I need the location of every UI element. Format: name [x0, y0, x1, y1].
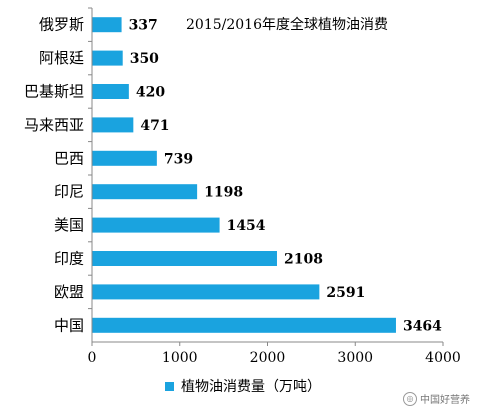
bar	[92, 184, 198, 200]
bar	[92, 117, 134, 133]
data-label: 2591	[326, 285, 365, 301]
x-tick-label: 4000	[425, 350, 461, 366]
bar	[92, 284, 320, 300]
category-label: 美国	[54, 216, 84, 234]
wechat-icon: ◎	[403, 391, 417, 406]
bar	[92, 50, 123, 66]
data-label: 739	[164, 151, 193, 167]
category-label: 巴基斯坦	[24, 83, 84, 101]
data-label: 1454	[227, 218, 266, 234]
category-label: 欧盟	[54, 283, 84, 301]
bar	[92, 150, 157, 166]
category-label: 马来西亚	[24, 116, 84, 134]
bar	[92, 84, 129, 99]
x-tick-label: 0	[88, 350, 97, 366]
legend-label: 植物油消费量（万吨）	[181, 379, 321, 395]
data-label: 2108	[284, 252, 323, 268]
bar	[92, 317, 396, 333]
bar	[92, 251, 277, 266]
data-label: 1198	[204, 185, 243, 201]
category-label: 巴西	[54, 149, 84, 167]
bar	[92, 17, 122, 33]
category-label: 阿根廷	[39, 49, 84, 67]
bar	[92, 217, 220, 233]
data-label: 337	[129, 18, 158, 34]
x-tick-label: 1000	[162, 350, 198, 366]
watermark-text: 中国好营养	[420, 395, 470, 406]
x-tick-label: 3000	[337, 350, 373, 366]
watermark: ◎ 中国好营养	[403, 391, 470, 406]
data-label: 420	[136, 85, 165, 101]
x-tick-label: 2000	[250, 350, 286, 366]
category-label: 中国	[54, 316, 84, 334]
category-label: 印尼	[54, 183, 84, 201]
data-label: 471	[140, 118, 169, 134]
chart-title: 2015/2016年度全球植物油消费	[186, 17, 388, 33]
data-label: 350	[130, 51, 159, 67]
legend-swatch	[165, 381, 174, 391]
category-label: 印度	[54, 250, 84, 268]
data-label: 3464	[403, 318, 442, 334]
category-label: 俄罗斯	[39, 16, 84, 34]
chart-legend: 植物油消费量（万吨）	[165, 376, 321, 396]
